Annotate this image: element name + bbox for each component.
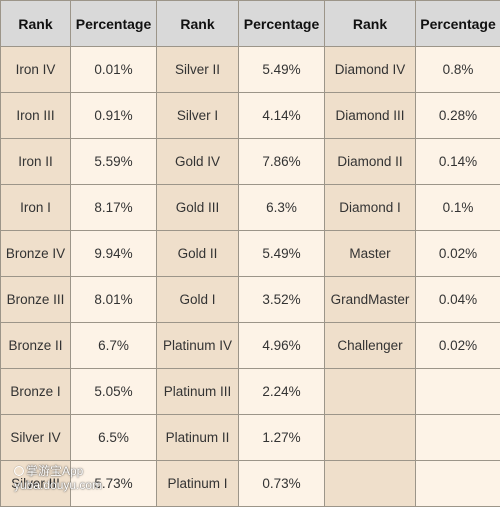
rank-cell: Bronze I	[0, 368, 71, 415]
header-rank-1: Rank	[0, 0, 71, 47]
percentage-cell: 0.28%	[415, 92, 500, 139]
rank-cell	[324, 414, 416, 461]
rank-cell: Bronze II	[0, 322, 71, 369]
percentage-cell: 5.05%	[70, 368, 157, 415]
header-percentage-1: Percentage	[70, 0, 157, 47]
table-row: Silver IV 6.5% Platinum II 1.27%	[0, 414, 500, 461]
percentage-cell	[415, 460, 500, 507]
percentage-cell: 0.01%	[70, 46, 157, 93]
table-row: Bronze IV 9.94% Gold II 5.49% Master 0.02%	[0, 230, 500, 277]
table-header-row: Rank Percentage Rank Percentage Rank Per…	[0, 0, 500, 47]
table-row: Bronze II 6.7% Platinum IV 4.96% Challenger 0…	[0, 322, 500, 369]
header-percentage-3: Percentage	[415, 0, 500, 47]
percentage-cell	[415, 368, 500, 415]
table-row: Iron II 5.59% Gold IV 7.86% Diamond II 0.14%	[0, 138, 500, 185]
percentage-cell: 0.14%	[415, 138, 500, 185]
rank-cell: Silver III	[0, 460, 71, 507]
rank-cell: Iron IV	[0, 46, 71, 93]
table-row: Iron I 8.17% Gold III 6.3% Diamond I 0.1%	[0, 184, 500, 231]
table-body: Iron IV 0.01% Silver II 5.49% Diamond IV 0.8%…	[0, 46, 500, 507]
rank-cell: Silver I	[156, 92, 239, 139]
percentage-cell: 2.24%	[238, 368, 325, 415]
table-row: Silver III 5.73% Platinum I 0.73%	[0, 460, 500, 507]
percentage-cell: 0.04%	[415, 276, 500, 323]
rank-cell: Bronze IV	[0, 230, 71, 277]
percentage-cell: 0.02%	[415, 322, 500, 369]
percentage-cell: 4.14%	[238, 92, 325, 139]
percentage-cell: 8.17%	[70, 184, 157, 231]
percentage-cell: 4.96%	[238, 322, 325, 369]
percentage-cell: 0.1%	[415, 184, 500, 231]
rank-cell: Bronze III	[0, 276, 71, 323]
percentage-cell: 0.8%	[415, 46, 500, 93]
rank-cell: Platinum IV	[156, 322, 239, 369]
percentage-cell: 5.73%	[70, 460, 157, 507]
rank-cell: GrandMaster	[324, 276, 416, 323]
rank-cell: Platinum II	[156, 414, 239, 461]
rank-cell: Gold III	[156, 184, 239, 231]
percentage-cell: 1.27%	[238, 414, 325, 461]
rank-cell: Iron III	[0, 92, 71, 139]
percentage-cell: 5.59%	[70, 138, 157, 185]
rank-cell: Diamond I	[324, 184, 416, 231]
table-row: Iron III 0.91% Silver I 4.14% Diamond III 0.2…	[0, 92, 500, 139]
percentage-cell: 0.02%	[415, 230, 500, 277]
rank-cell: Gold I	[156, 276, 239, 323]
rank-cell: Gold IV	[156, 138, 239, 185]
rank-cell	[324, 460, 416, 507]
rank-cell: Silver IV	[0, 414, 71, 461]
percentage-cell: 5.49%	[238, 230, 325, 277]
table-row: Bronze III 8.01% Gold I 3.52% GrandMaster 0.0…	[0, 276, 500, 323]
percentage-cell: 7.86%	[238, 138, 325, 185]
percentage-cell: 6.3%	[238, 184, 325, 231]
rank-cell: Platinum I	[156, 460, 239, 507]
rank-cell: Silver II	[156, 46, 239, 93]
rank-cell: Master	[324, 230, 416, 277]
rank-cell: Challenger	[324, 322, 416, 369]
rank-cell	[324, 368, 416, 415]
rank-cell: Iron II	[0, 138, 71, 185]
rank-cell: Gold II	[156, 230, 239, 277]
percentage-cell: 5.49%	[238, 46, 325, 93]
percentage-cell: 0.91%	[70, 92, 157, 139]
percentage-cell: 3.52%	[238, 276, 325, 323]
percentage-cell: 6.5%	[70, 414, 157, 461]
table-row: Bronze I 5.05% Platinum III 2.24%	[0, 368, 500, 415]
percentage-cell: 9.94%	[70, 230, 157, 277]
table-row: Iron IV 0.01% Silver II 5.49% Diamond IV 0.8%	[0, 46, 500, 93]
header-rank-2: Rank	[156, 0, 239, 47]
rank-cell: Diamond III	[324, 92, 416, 139]
percentage-cell	[415, 414, 500, 461]
rank-cell: Iron I	[0, 184, 71, 231]
header-percentage-2: Percentage	[238, 0, 325, 47]
rank-cell: Platinum III	[156, 368, 239, 415]
percentage-cell: 8.01%	[70, 276, 157, 323]
rank-cell: Diamond II	[324, 138, 416, 185]
percentage-cell: 0.73%	[238, 460, 325, 507]
rank-cell: Diamond IV	[324, 46, 416, 93]
percentage-cell: 6.7%	[70, 322, 157, 369]
header-rank-3: Rank	[324, 0, 416, 47]
